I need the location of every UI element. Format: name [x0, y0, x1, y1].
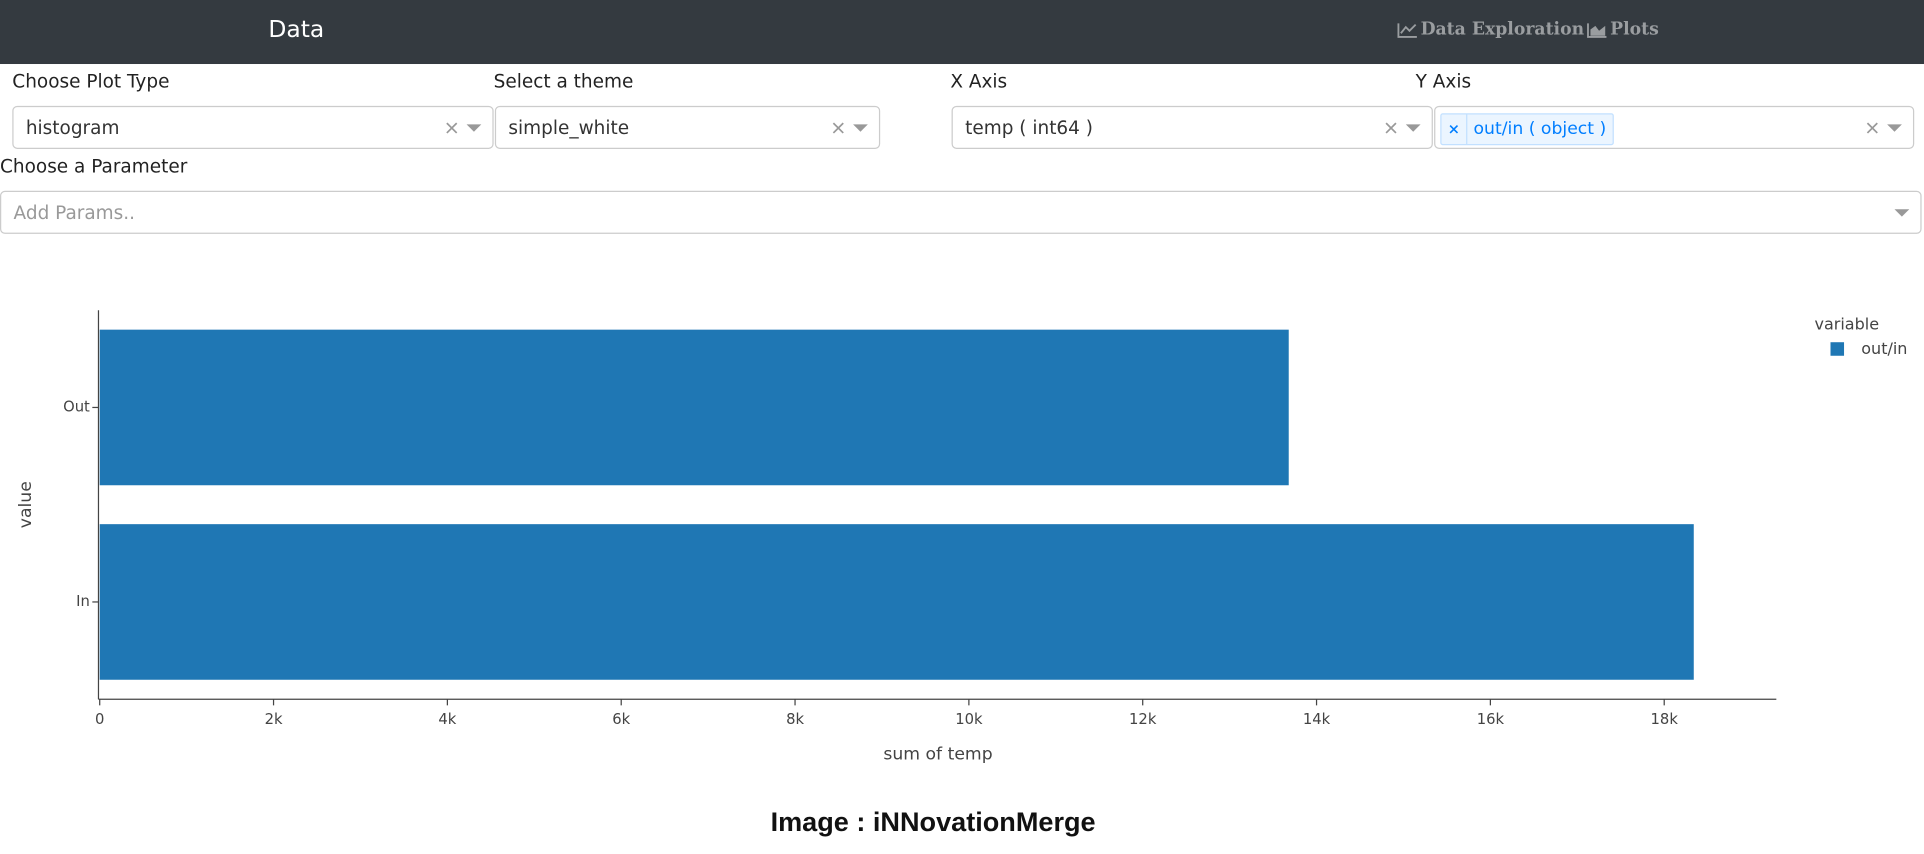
dropdown[interactable]: temp ( int64 ) [951, 105, 1433, 149]
icon [1397, 22, 1417, 38]
legend-title: variable [1814, 314, 1879, 333]
placeholder: Add Params.. [13, 201, 136, 225]
dropdown-controls[interactable] [1866, 121, 1903, 136]
tag-text: out/in ( object ) [1473, 119, 1607, 140]
footer: Image : iNNovationMerge [770, 806, 1096, 838]
y-axis-title: value [16, 481, 36, 528]
x-tick-label: 0 [95, 711, 104, 728]
x-tick-label: 2k [265, 711, 283, 728]
x-tick-label: 14k [1303, 711, 1331, 728]
navbar: Data Data Exploration Plots [0, 0, 1924, 65]
label: Choose a Parameter [0, 155, 188, 178]
y-tick-label: Out [63, 398, 90, 415]
x-tick-label: 8k [786, 711, 804, 728]
label: Select a theme [493, 70, 634, 93]
tag: out/in ( object ) [1440, 113, 1614, 146]
dropdown[interactable]: simple_white [494, 105, 881, 149]
label: X Axis [950, 70, 1008, 93]
tag-remove[interactable] [1442, 114, 1468, 145]
dropdown-value: temp ( int64 ) [965, 116, 1094, 140]
y-tick-label: In [76, 593, 90, 610]
x-tick-label: 18k [1651, 711, 1679, 728]
x-tick-label: 4k [438, 711, 456, 728]
x-tick-label: 6k [612, 711, 630, 728]
dropdown-controls[interactable] [446, 121, 483, 136]
dropdown-controls[interactable] [832, 121, 869, 136]
x-tick-label: 16k [1477, 711, 1505, 728]
x-axis-title: sum of temp [883, 745, 992, 765]
legend-label: out/in [1861, 339, 1907, 358]
icon [1587, 22, 1607, 38]
nav-link[interactable]: Data Exploration [1397, 19, 1585, 40]
bar [99, 329, 1289, 486]
nav-link[interactable]: Plots [1587, 19, 1659, 40]
legend-swatch [1830, 342, 1845, 356]
label: Choose Plot Type [12, 70, 170, 93]
chart: value sum of temp variable 0 2k 4k 6k 8k 10k 1… [16, 310, 1907, 765]
dropdown-value: simple_white [508, 116, 630, 140]
x-tick-label: 10k [955, 711, 983, 728]
x-tick-label: 12k [1129, 711, 1157, 728]
dropdown[interactable]: out/in ( object ) [1434, 105, 1915, 149]
dropdown-controls[interactable] [1874, 206, 1911, 221]
dropdown-controls[interactable] [1385, 121, 1422, 136]
nav-text: Data Exploration [1420, 19, 1585, 40]
nav-text: Plots [1610, 19, 1659, 40]
dropdown-value: histogram [25, 116, 120, 140]
label: Y Axis [1415, 70, 1472, 93]
dropdown[interactable]: Add Params.. [0, 190, 1922, 234]
bar [99, 524, 1694, 680]
brand[interactable]: Data [268, 16, 325, 44]
dropdown[interactable]: histogram [12, 105, 494, 149]
